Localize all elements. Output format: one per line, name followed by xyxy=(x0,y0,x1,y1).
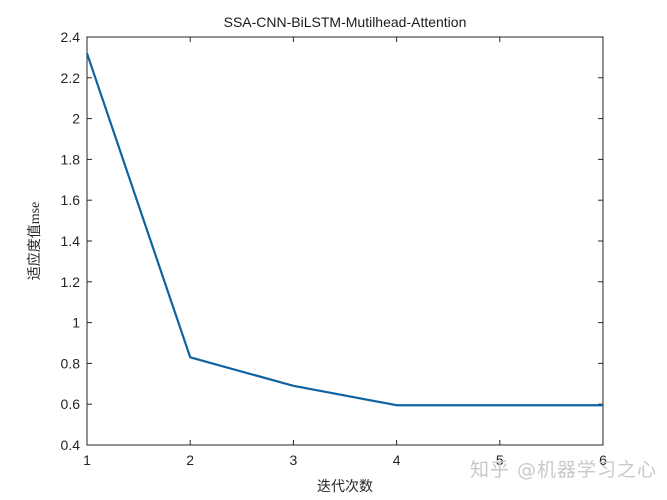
fitness-curve xyxy=(85,52,603,407)
y-tick-label: 1 xyxy=(72,315,80,331)
y-tick-label: 0.8 xyxy=(61,355,81,371)
y-axis-label: 适应度值mse xyxy=(28,201,43,281)
y-tick-label: 2.2 xyxy=(61,70,81,86)
x-tick-label: 2 xyxy=(186,452,194,468)
x-tick-label: 3 xyxy=(290,452,298,468)
x-tick-label: 5 xyxy=(496,452,504,468)
chart-title: SSA-CNN-BiLSTM-Mutilhead-Attention xyxy=(223,14,467,30)
x-tick-label: 6 xyxy=(599,452,607,468)
x-axis-ticks: 1 2 3 4 5 6 xyxy=(83,37,607,468)
y-tick-label: 0.4 xyxy=(61,437,81,453)
y-tick-label: 0.6 xyxy=(61,396,81,412)
x-tick-label: 4 xyxy=(393,452,401,468)
y-tick-label: 1.2 xyxy=(61,274,81,290)
y-tick-label: 2.4 xyxy=(61,29,81,45)
axes-box xyxy=(86,36,604,446)
watermark: 知乎 @机器学习之心 xyxy=(470,459,658,481)
axes-frame xyxy=(86,36,604,446)
y-tick-label: 2 xyxy=(72,111,80,127)
y-tick-label: 1.4 xyxy=(61,233,81,249)
x-axis-label: 迭代次数 xyxy=(317,480,373,495)
y-tick-label: 1.8 xyxy=(61,151,81,167)
y-tick-label: 1.6 xyxy=(61,192,81,208)
y-axis-ticks: 0.4 0.6 0.8 1 1.2 1.4 1.6 1.8 2 2.2 2.4 xyxy=(61,29,603,453)
x-tick-label: 1 xyxy=(83,452,91,468)
